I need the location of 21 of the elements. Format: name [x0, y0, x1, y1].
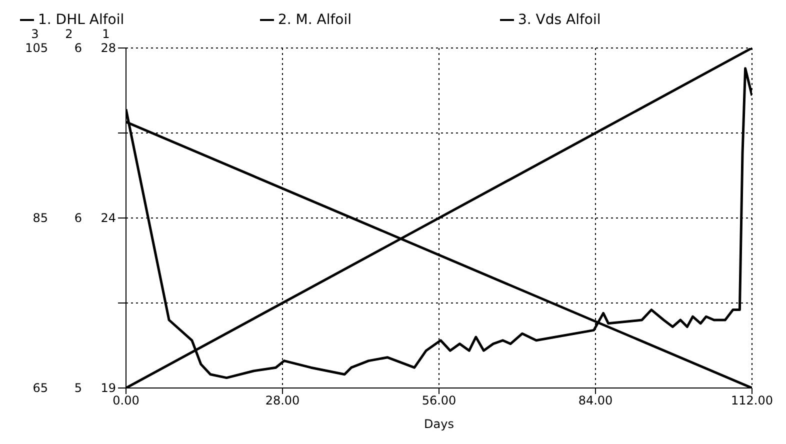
x-tick-label: 28.00	[265, 394, 300, 408]
y3-tick-label: 65	[32, 381, 48, 395]
legend-label: 1. DHL Alfoil	[38, 12, 124, 28]
y2-tick-label: 6	[74, 41, 82, 55]
y3-axis-title: 3	[31, 27, 39, 41]
y2-axis-title: 2	[65, 27, 73, 41]
y-tick-label: 28	[100, 41, 116, 55]
y3-tick-label: 105	[25, 41, 48, 55]
x-tick-label: 56.00	[422, 394, 456, 408]
y3-tick-label: 85	[32, 211, 48, 225]
x-axis-title: Days	[424, 417, 454, 431]
y2-tick-label: 5	[74, 381, 82, 395]
y-axis-title: 1	[102, 27, 110, 41]
x-tick-label: 112.00	[731, 394, 773, 408]
legend-label: 2. M. Alfoil	[277, 12, 353, 30]
y-tick-label: 24	[100, 211, 116, 225]
x-tick-label: 84.00	[578, 394, 613, 408]
y2-tick-label: 6	[74, 211, 82, 225]
legend-label: 3. Vds Alfoil	[517, 12, 602, 30]
y-tick-label: 19	[100, 381, 116, 395]
x-tick-label: 0.00	[112, 394, 140, 408]
